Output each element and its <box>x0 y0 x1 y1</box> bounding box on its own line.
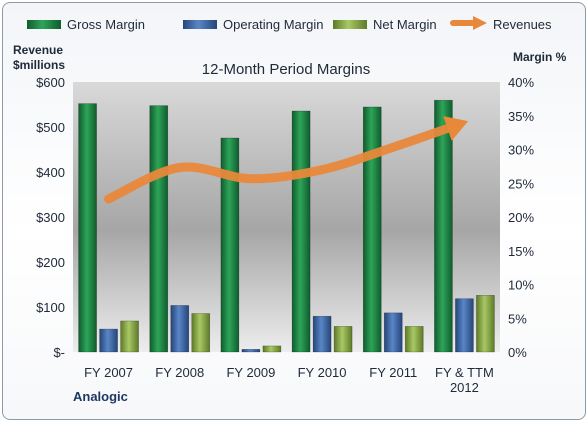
legend-label-revenues: Revenues <box>493 17 552 32</box>
category-labels: FY 2007 FY 2008 FY 2009 FY 2010 FY 2011 FY & … <box>84 365 494 395</box>
right-axis-ticks: 0% 5% 10% 15% 20% 25% 30% 35% 40% <box>508 75 534 360</box>
operating-margin-bar <box>170 305 190 353</box>
left-axis-title-line-2: $millions <box>13 58 65 72</box>
operating-margin-bar <box>241 348 261 353</box>
gross-margin-bar <box>291 110 311 353</box>
right-tick-label: 0% <box>508 345 527 360</box>
operating-margin-bar <box>383 312 403 353</box>
margins-chart: Gross Margin Operating Margin Net Margin… <box>13 16 567 404</box>
right-tick-label: 20% <box>508 210 534 225</box>
category-label: 2012 <box>450 380 479 395</box>
gross-margin-bar <box>78 103 97 353</box>
left-tick-label: $100 <box>36 300 65 315</box>
right-tick-label: 35% <box>508 109 534 124</box>
right-tick-label: 5% <box>508 311 527 326</box>
left-tick-label: $400 <box>36 165 65 180</box>
chart-title: 12-Month Period Margins <box>202 61 370 78</box>
category-label: FY 2008 <box>155 365 204 380</box>
gross-margin-bar <box>362 106 382 353</box>
category-label: FY 2011 <box>369 365 417 380</box>
legend-swatch-operating-margin <box>183 20 217 29</box>
gross-margin-bar <box>220 137 240 353</box>
net-margin-bar <box>333 326 353 353</box>
left-tick-label: $500 <box>36 120 65 135</box>
category-label: FY & TTM <box>435 365 494 380</box>
operating-margin-bar <box>455 298 474 353</box>
net-margin-bar <box>476 294 495 353</box>
gross-margin-bar <box>149 105 169 353</box>
category-label: FY 2007 <box>84 365 133 380</box>
operating-margin-bar <box>312 315 332 353</box>
left-tick-label: $300 <box>36 210 65 225</box>
legend-label-gross-margin: Gross Margin <box>67 17 145 32</box>
legend: Gross Margin Operating Margin Net Margin… <box>27 16 552 32</box>
left-tick-label: $200 <box>36 255 65 270</box>
left-tick-label: $- <box>53 345 65 360</box>
revenue-line <box>104 122 456 204</box>
company-label: Analogic <box>73 389 128 404</box>
left-tick-label: $600 <box>36 75 65 90</box>
plot-area <box>73 82 500 352</box>
right-axis-title: Margin % <box>513 50 567 64</box>
legend-swatch-net-margin <box>333 20 367 29</box>
legend-swatch-gross-margin <box>27 20 61 29</box>
revenue-arrowhead <box>443 116 469 141</box>
legend-label-net-margin: Net Margin <box>373 17 437 32</box>
legend-label-operating-margin: Operating Margin <box>223 17 323 32</box>
net-margin-bar <box>120 320 139 353</box>
right-tick-label: 30% <box>508 143 534 158</box>
left-axis-ticks: $- $100 $200 $300 $400 $500 $600 <box>36 75 65 360</box>
category-label: FY 2009 <box>226 365 275 380</box>
right-tick-label: 40% <box>508 75 534 90</box>
right-tick-label: 10% <box>508 278 534 293</box>
net-margin-bar <box>262 345 282 353</box>
right-tick-label: 15% <box>508 244 534 259</box>
net-margin-bar <box>191 313 211 353</box>
right-tick-label: 25% <box>508 176 534 191</box>
revenue-series <box>104 116 469 204</box>
gross-margin-bar <box>434 99 453 353</box>
category-label: FY 2010 <box>298 365 347 380</box>
legend-swatch-revenues <box>450 16 487 30</box>
left-axis-title-line-1: Revenue <box>13 43 63 57</box>
operating-margin-bar <box>99 328 118 353</box>
net-margin-bar <box>404 326 424 353</box>
